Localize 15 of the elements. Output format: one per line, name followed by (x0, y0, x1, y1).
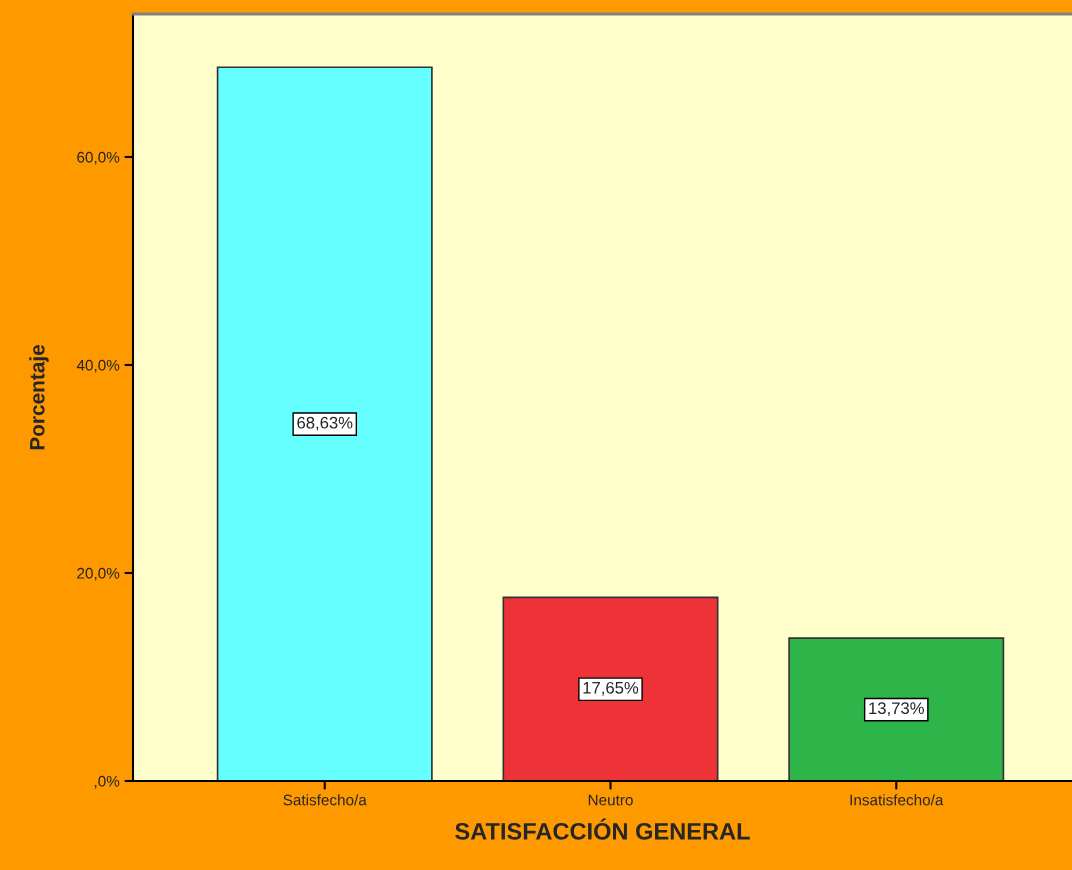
bar (788, 637, 1005, 781)
x-tick-label: Satisfecho/a (283, 794, 367, 806)
data-label: 17,65% (583, 681, 639, 696)
bar (216, 66, 433, 781)
y-tick-label: 40,0% (76, 359, 120, 373)
y-tick-label: ,0% (94, 775, 120, 789)
y-axis-title: Porcentaje (29, 344, 49, 450)
bar (502, 596, 719, 781)
x-axis-title: SATISFACCIÓN GENERAL (455, 818, 750, 840)
data-label: 68,63% (297, 416, 353, 431)
x-tick-label: Insatisfecho/a (850, 794, 944, 806)
y-tick-label: 20,0% (77, 567, 120, 581)
x-tick-label: Neutro (588, 794, 633, 806)
y-tick-label: 60,0% (77, 151, 120, 165)
data-label: 13,73% (869, 702, 924, 717)
